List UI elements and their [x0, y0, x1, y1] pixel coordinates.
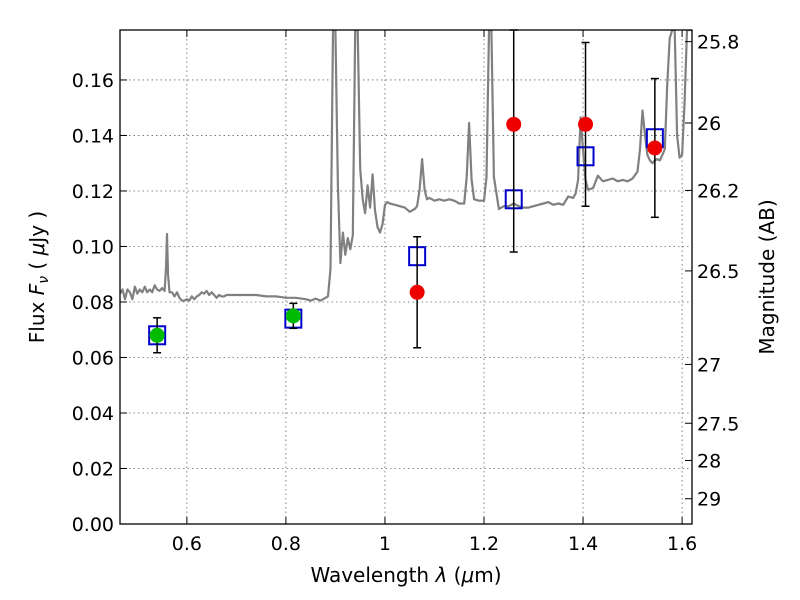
- red-data-point: [647, 140, 663, 156]
- right-tick-label: 27: [697, 354, 721, 376]
- plot-data: [120, 30, 692, 302]
- x-tick-label: 1.6: [667, 533, 697, 555]
- plot-markers: [148, 29, 664, 354]
- y-tick-label: 0.00: [72, 514, 114, 536]
- y-tick-label: 0.08: [72, 292, 114, 314]
- x-tick-label: 0.6: [172, 533, 202, 555]
- y-tick-label: 0.04: [72, 403, 114, 425]
- green-data-point: [285, 308, 301, 324]
- right-tick-label: 26.5: [697, 261, 739, 283]
- grid: [120, 30, 692, 524]
- x-tick-label: 0.8: [271, 533, 301, 555]
- y-tick-label: 0.12: [72, 181, 114, 203]
- right-tick-label: 29: [697, 489, 721, 511]
- red-data-point: [578, 116, 594, 132]
- right-tick-label: 26.2: [697, 180, 739, 202]
- x-axis-label: Wavelength λ (μm): [310, 563, 501, 587]
- right-tick-label: 27.5: [697, 413, 739, 435]
- right-tick-label: 25.8: [697, 32, 739, 54]
- x-tick-label: 1.4: [568, 533, 598, 555]
- right-tick-label: 26: [697, 113, 721, 135]
- y-tick-label: 0.02: [72, 458, 114, 480]
- plot-frame: [119, 29, 693, 525]
- y-tick-label: 0.16: [72, 70, 114, 92]
- model-spectrum-line: [120, 30, 692, 302]
- right-tick-label: 28: [697, 450, 721, 472]
- y-tick-label: 0.10: [72, 236, 114, 258]
- axis-ticks: 0.6 0.8 1 1.2 1.4 1.6 0.00 0.02 0.04 0.06 0.08 0.10…: [72, 30, 739, 555]
- x-tick-label: 1: [379, 533, 391, 555]
- y-tick-label: 0.14: [72, 125, 114, 147]
- red-data-point: [506, 116, 522, 132]
- right-axis-label: Magnitude (AB): [755, 199, 779, 354]
- red-data-point: [409, 284, 425, 300]
- x-tick-label: 1.2: [469, 533, 499, 555]
- green-data-point: [149, 327, 165, 343]
- y-tick-label: 0.06: [72, 347, 114, 369]
